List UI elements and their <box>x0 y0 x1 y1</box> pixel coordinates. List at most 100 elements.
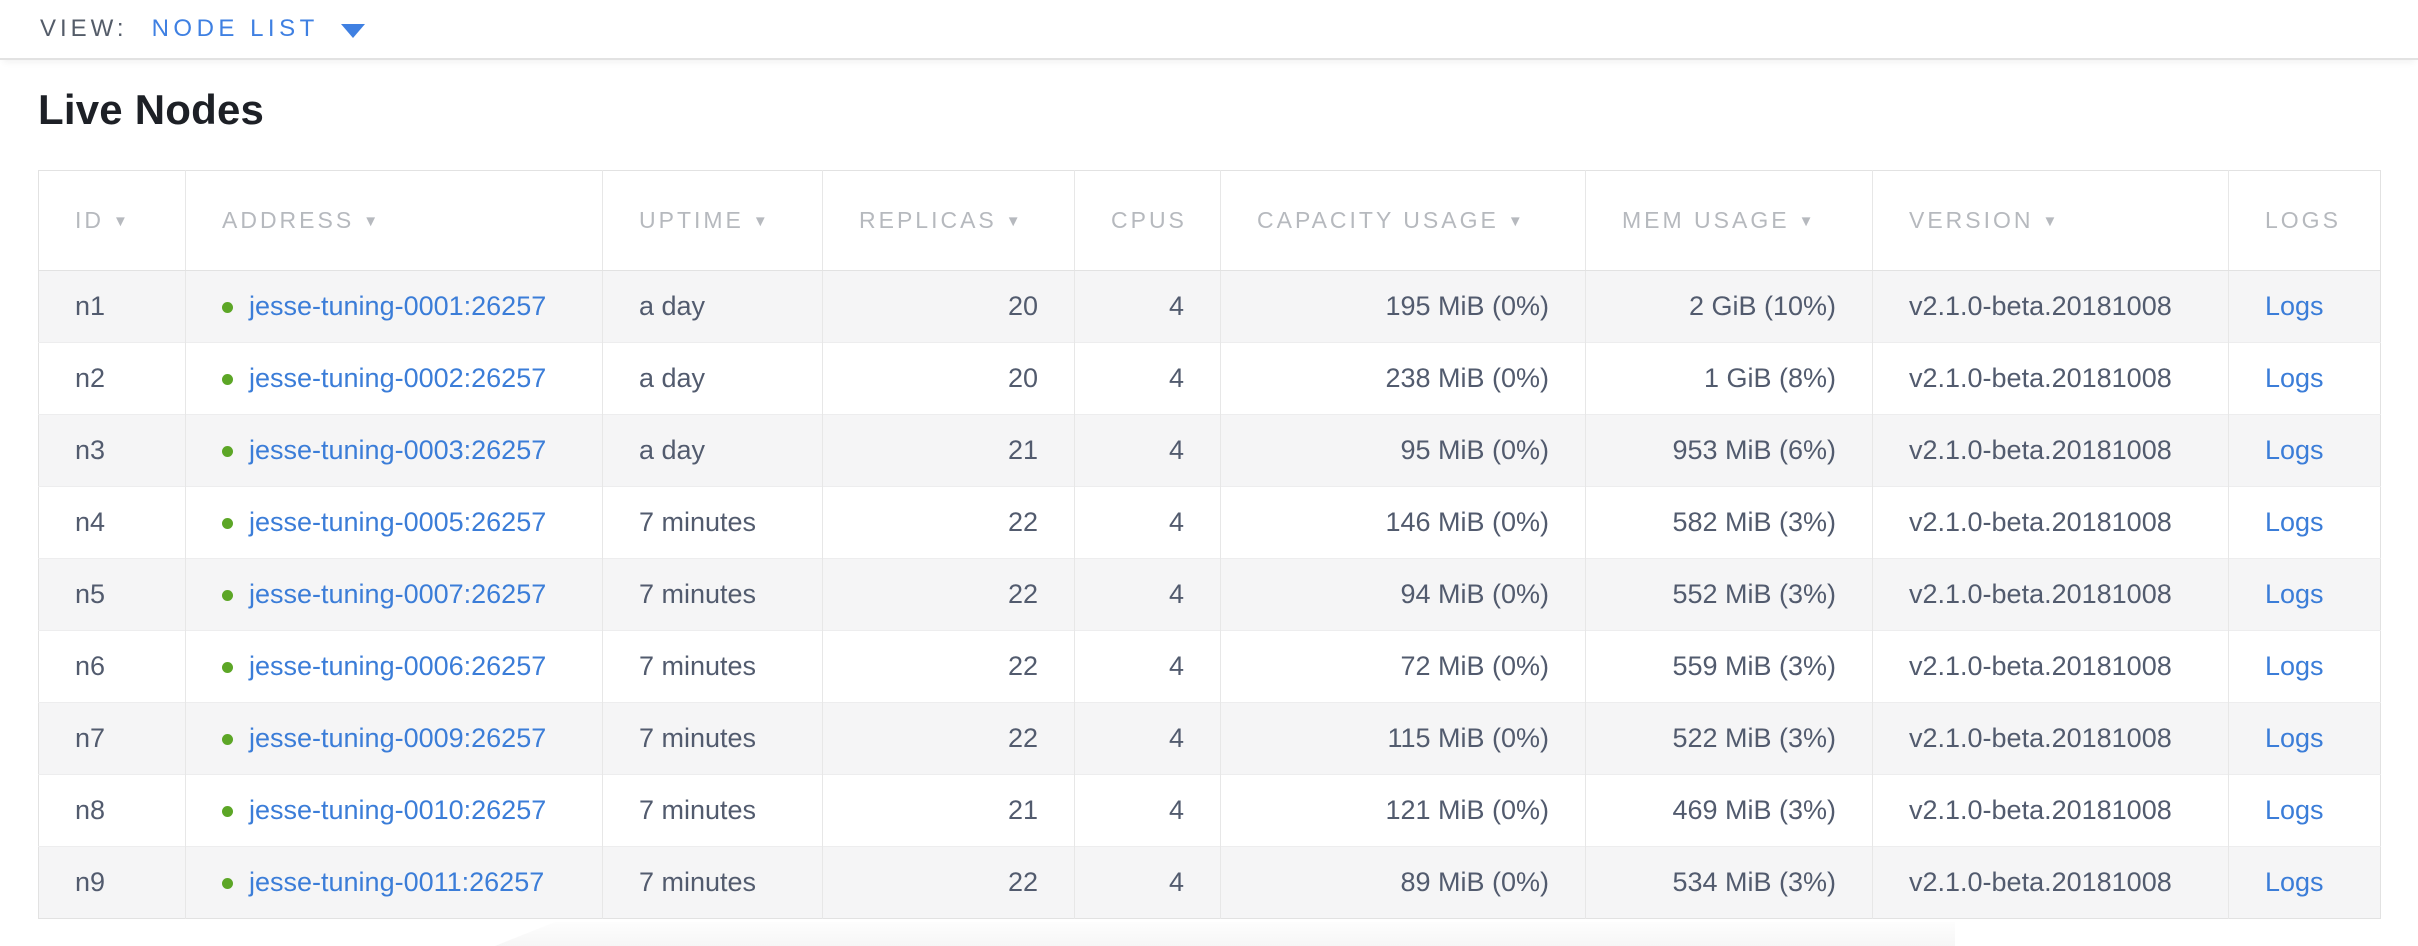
cell-cpus: 4 <box>1074 558 1221 631</box>
logs-link[interactable]: Logs <box>2265 291 2324 321</box>
cell-cpus: 4 <box>1074 342 1221 415</box>
view-selector-dropdown[interactable]: NODE LIST <box>152 15 365 43</box>
cell-mem: 552 MiB (3%) <box>1585 558 1873 631</box>
logs-link[interactable]: Logs <box>2265 795 2324 825</box>
logs-link[interactable]: Logs <box>2265 363 2324 393</box>
cell-address: jesse-tuning-0001:26257 <box>185 270 603 343</box>
cell-cpus: 4 <box>1074 846 1221 919</box>
cell-logs: Logs <box>2228 414 2381 487</box>
live-status-dot <box>222 878 233 889</box>
cell-capacity: 94 MiB (0%) <box>1220 558 1586 631</box>
column-header-address[interactable]: ADDRESS ▼ <box>185 170 603 271</box>
cell-logs: Logs <box>2228 774 2381 847</box>
node-address-link[interactable]: jesse-tuning-0009:26257 <box>249 723 547 753</box>
live-status-dot <box>222 518 233 529</box>
cell-replicas: 20 <box>822 342 1075 415</box>
cell-uptime: 7 minutes <box>602 846 823 919</box>
node-address-link[interactable]: jesse-tuning-0007:26257 <box>249 579 547 609</box>
live-status-dot <box>222 734 233 745</box>
node-address-link[interactable]: jesse-tuning-0003:26257 <box>249 435 547 465</box>
column-header-id[interactable]: ID ▼ <box>38 170 186 271</box>
cell-version: v2.1.0-beta.20181008 <box>1872 846 2229 919</box>
cell-address: jesse-tuning-0002:26257 <box>185 342 603 415</box>
cell-uptime: 7 minutes <box>602 486 823 559</box>
cell-version: v2.1.0-beta.20181008 <box>1872 486 2229 559</box>
column-header-label: VERSION <box>1909 207 2034 233</box>
cell-address: jesse-tuning-0011:26257 <box>185 846 603 919</box>
logs-link[interactable]: Logs <box>2265 579 2324 609</box>
cell-address: jesse-tuning-0009:26257 <box>185 702 603 775</box>
node-row: n9 jesse-tuning-0011:26257 7 minutes 22 4 89 … <box>38 846 2381 919</box>
node-address-link[interactable]: jesse-tuning-0011:26257 <box>249 867 545 897</box>
table-header-row: ID ▼ ADDRESS ▼ UPTIME ▼ REPLICAS ▼ CPUS CAPACITY … <box>38 170 2381 271</box>
live-nodes-table: ID ▼ ADDRESS ▼ UPTIME ▼ REPLICAS ▼ CPUS CAPACITY … <box>38 170 2381 919</box>
node-address-link[interactable]: jesse-tuning-0010:26257 <box>249 795 547 825</box>
sort-desc-icon: ▼ <box>1005 213 1024 230</box>
cell-capacity: 89 MiB (0%) <box>1220 846 1586 919</box>
next-section-shadow <box>495 922 1955 946</box>
column-header-logs[interactable]: LOGS <box>2228 170 2381 271</box>
cell-cpus: 4 <box>1074 486 1221 559</box>
column-header-label: CPUS <box>1111 207 1187 233</box>
cell-mem: 469 MiB (3%) <box>1585 774 1873 847</box>
cell-replicas: 22 <box>822 846 1075 919</box>
column-header-replicas[interactable]: REPLICAS ▼ <box>822 170 1075 271</box>
cell-address: jesse-tuning-0007:26257 <box>185 558 603 631</box>
cell-capacity: 95 MiB (0%) <box>1220 414 1586 487</box>
cell-id: n2 <box>38 342 186 415</box>
cell-cpus: 4 <box>1074 630 1221 703</box>
cell-id: n6 <box>38 630 186 703</box>
cell-version: v2.1.0-beta.20181008 <box>1872 774 2229 847</box>
cell-replicas: 21 <box>822 774 1075 847</box>
cell-uptime: a day <box>602 414 823 487</box>
cell-uptime: a day <box>602 342 823 415</box>
cell-capacity: 115 MiB (0%) <box>1220 702 1586 775</box>
logs-link[interactable]: Logs <box>2265 723 2324 753</box>
cell-logs: Logs <box>2228 342 2381 415</box>
node-row: n6 jesse-tuning-0006:26257 7 minutes 22 4 72 … <box>38 630 2381 703</box>
cell-id: n3 <box>38 414 186 487</box>
live-status-dot <box>222 374 233 385</box>
column-header-uptime[interactable]: UPTIME ▼ <box>602 170 823 271</box>
cell-logs: Logs <box>2229 271 2381 343</box>
cell-replicas: 22 <box>822 630 1075 703</box>
column-header-version[interactable]: VERSION ▼ <box>1872 170 2229 271</box>
cell-version: v2.1.0-beta.20181008 <box>1872 702 2229 775</box>
cell-cpus: 4 <box>1074 702 1221 775</box>
cell-uptime: 7 minutes <box>602 630 823 703</box>
logs-link[interactable]: Logs <box>2265 435 2324 465</box>
node-address-link[interactable]: jesse-tuning-0002:26257 <box>249 363 547 393</box>
live-status-dot <box>222 302 233 313</box>
cell-address: jesse-tuning-0006:26257 <box>185 630 603 703</box>
view-bar: VIEW: NODE LIST <box>0 0 2418 60</box>
node-row: n4 jesse-tuning-0005:26257 7 minutes 22 4 146… <box>38 486 2381 559</box>
logs-link[interactable]: Logs <box>2265 507 2324 537</box>
cell-mem: 1 GiB (8%) <box>1585 342 1873 415</box>
node-address-link[interactable]: jesse-tuning-0006:26257 <box>249 651 547 681</box>
node-address-link[interactable]: jesse-tuning-0001:26257 <box>249 291 547 321</box>
node-address-link[interactable]: jesse-tuning-0005:26257 <box>249 507 547 537</box>
column-header-mem[interactable]: MEM USAGE ▼ <box>1585 170 1873 271</box>
view-selector-value: NODE LIST <box>151 15 319 42</box>
logs-link[interactable]: Logs <box>2265 651 2324 681</box>
cell-replicas: 20 <box>822 270 1075 343</box>
cell-logs: Logs <box>2228 630 2381 703</box>
node-row: n2 jesse-tuning-0002:26257 a day 20 4 238 MiB… <box>38 342 2381 415</box>
page-title: Live Nodes <box>38 86 265 133</box>
cell-mem: 534 MiB (3%) <box>1585 846 1873 919</box>
cell-mem: 522 MiB (3%) <box>1585 702 1873 775</box>
column-header-capacity[interactable]: CAPACITY USAGE ▼ <box>1220 170 1586 271</box>
column-header-cpus[interactable]: CPUS <box>1074 170 1221 271</box>
cell-capacity: 121 MiB (0%) <box>1220 774 1586 847</box>
sort-desc-icon: ▼ <box>2042 213 2061 230</box>
cell-id: n5 <box>38 558 186 631</box>
column-header-label: MEM USAGE <box>1622 207 1790 233</box>
column-header-label: UPTIME <box>639 207 744 233</box>
cell-id: n4 <box>38 486 186 559</box>
node-row: n3 jesse-tuning-0003:26257 a day 21 4 95 MiB … <box>38 414 2381 487</box>
live-status-dot <box>222 446 233 457</box>
cell-logs: Logs <box>2228 558 2381 631</box>
column-header-label: ID <box>75 207 104 233</box>
logs-link[interactable]: Logs <box>2265 867 2324 897</box>
live-status-dot <box>222 590 233 601</box>
